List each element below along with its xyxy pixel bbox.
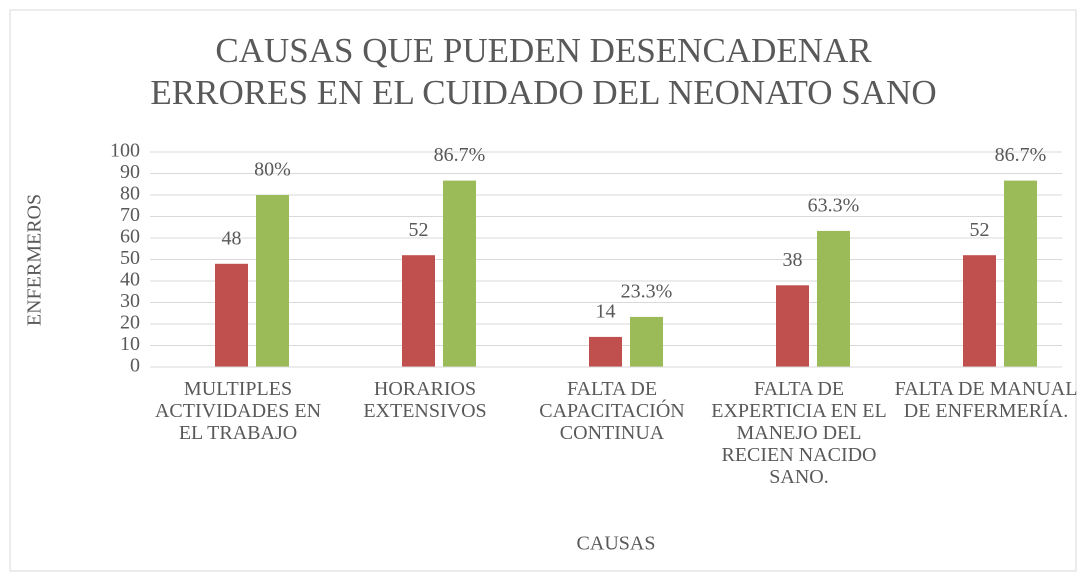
bar (630, 316, 663, 367)
data-label: 86.7% (434, 144, 486, 166)
y-tick-label: 80 (120, 183, 140, 205)
bar (963, 255, 996, 367)
y-tick-label: 20 (120, 312, 140, 334)
bar (1004, 180, 1037, 367)
data-label: 86.7% (995, 144, 1047, 166)
bar (817, 230, 850, 367)
x-tick-label: FALTA DE MANUAL DE ENFERMERÍA. (894, 378, 1078, 422)
x-tick-label: FALTA DE EXPERTICIA EN EL MANEJO DEL REC… (711, 378, 887, 488)
y-tick-label: 100 (110, 140, 140, 162)
bar (402, 255, 435, 367)
bar (776, 285, 809, 367)
y-tick-label: 90 (120, 161, 140, 183)
x-axis-title: CAUSAS (577, 533, 656, 555)
data-label: 52 (970, 219, 990, 241)
chart-title: CAUSAS QUE PUEDEN DESENCADENAR ERRORES E… (150, 31, 937, 112)
bar (443, 180, 476, 367)
bar (589, 336, 622, 367)
data-label: 48 (222, 227, 242, 249)
y-tick-label: 60 (120, 226, 140, 248)
bar (256, 195, 289, 367)
y-tick-label: 70 (120, 204, 140, 226)
data-label: 23.3% (621, 280, 673, 302)
y-tick-label: 40 (120, 269, 140, 291)
x-tick-label: MULTIPLES ACTIVIDADES EN EL TRABAJO (154, 378, 322, 444)
y-tick-label: 0 (130, 355, 140, 377)
y-tick-label: 50 (120, 247, 140, 269)
data-label: 80% (254, 159, 291, 181)
data-label: 52 (409, 219, 429, 241)
data-label: 14 (596, 300, 616, 322)
y-tick-label: 30 (120, 290, 140, 312)
bar (215, 263, 248, 367)
data-label: 38 (783, 249, 803, 271)
x-tick-label: HORARIOS EXTENSIVOS (363, 378, 487, 422)
y-axis-title: ENFERMEROS (24, 194, 46, 326)
x-tick-label: FALTA DE CAPACITACIÓN CONTINUA (539, 378, 685, 444)
data-label: 63.3% (808, 194, 860, 216)
y-tick-label: 10 (120, 333, 140, 355)
chart-border (9, 9, 1077, 572)
